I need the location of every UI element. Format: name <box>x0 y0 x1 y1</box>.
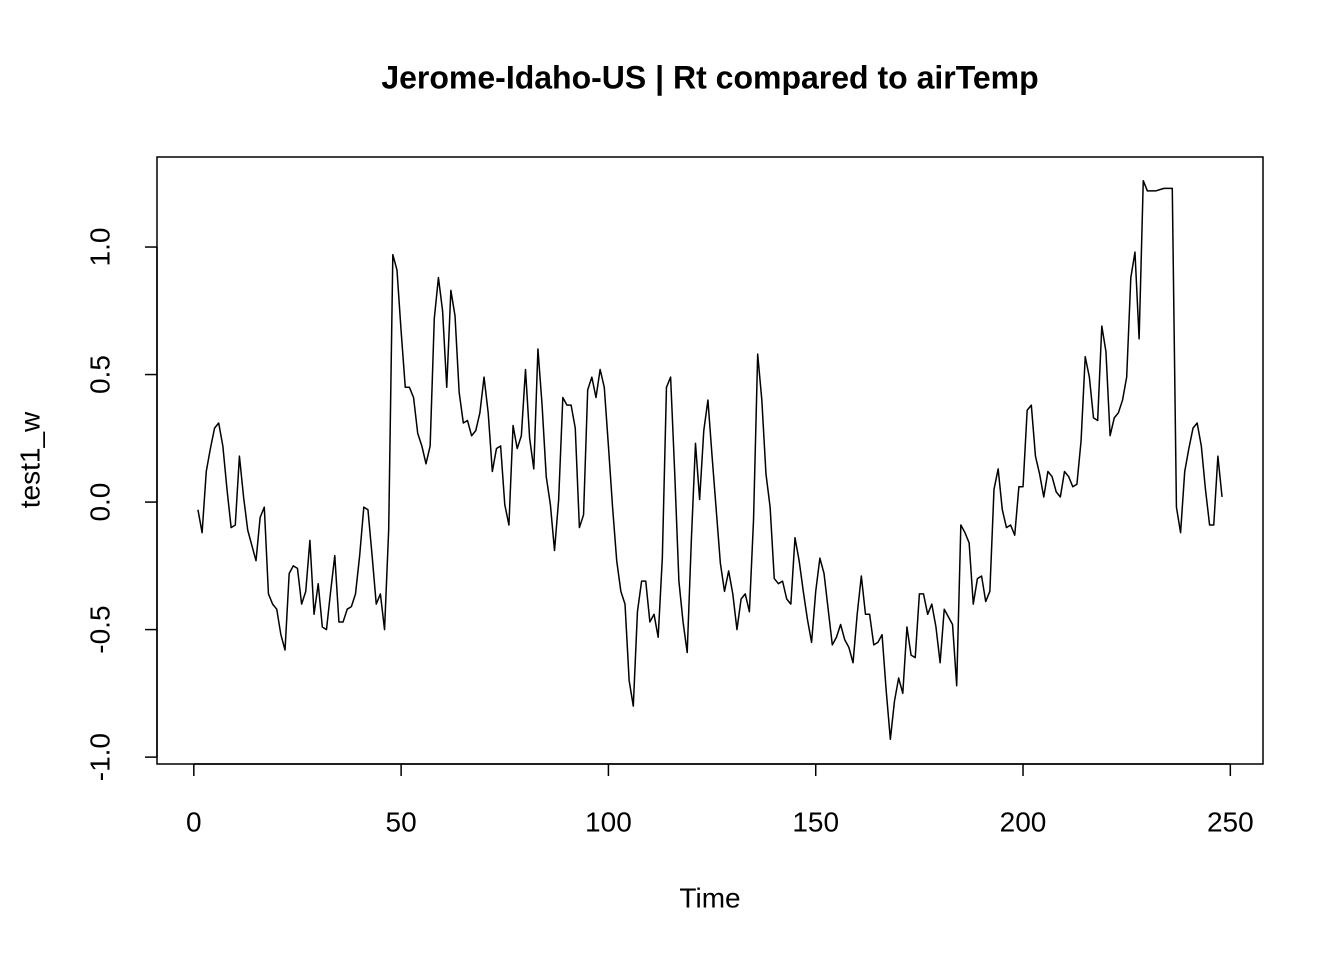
y-tick-label: 1.0 <box>84 228 115 267</box>
x-tick-label: 50 <box>386 806 417 837</box>
plot-box <box>156 156 1264 765</box>
y-tick-label: 0.5 <box>84 355 115 394</box>
chart-title: Jerome-Idaho-US | Rt compared to airTemp <box>381 59 1038 95</box>
x-tick-label: 250 <box>1207 806 1254 837</box>
y-tick-label: -1.0 <box>84 733 115 781</box>
x-tick-label: 100 <box>585 806 632 837</box>
y-tick-label: 0.0 <box>84 483 115 522</box>
data-line <box>197 179 1223 741</box>
y-axis-label: test1_w <box>14 411 45 508</box>
x-tick-label: 150 <box>792 806 839 837</box>
x-axis-label: Time <box>679 882 740 913</box>
x-tick-label: 200 <box>1000 806 1047 837</box>
x-tick-label: 0 <box>186 806 202 837</box>
y-tick-label: -0.5 <box>84 605 115 653</box>
